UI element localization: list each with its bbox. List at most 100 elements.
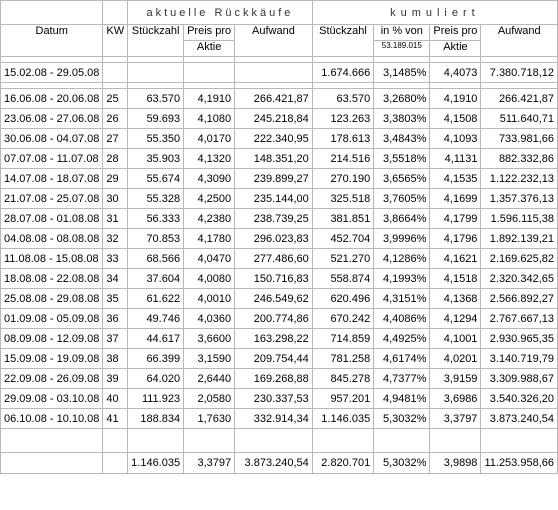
row-stueck: 56.333 bbox=[127, 208, 185, 229]
row-cum-aufwand: 2.767.667,13 bbox=[480, 308, 558, 329]
row-cum-pct: 3,5518% bbox=[373, 148, 431, 169]
row-kw: 39 bbox=[102, 368, 129, 389]
table-row: 30.06.08 - 04.07.08 27 55.350 4,0170 222.340… bbox=[0, 128, 558, 149]
row-datum: 15.09.08 - 19.09.08 bbox=[0, 348, 104, 369]
row-aufwand: 169.268,88 bbox=[234, 368, 313, 389]
row-preis: 4,3090 bbox=[183, 168, 236, 189]
row-stueck: 66.399 bbox=[127, 348, 185, 369]
row-cum-preis: 3,9159 bbox=[429, 368, 482, 389]
row-cum-aufwand: 1.357.376,13 bbox=[480, 188, 558, 209]
row-cum-pct: 4,1993% bbox=[373, 268, 431, 289]
row-cum-stueck: 558.874 bbox=[311, 268, 375, 289]
row-cum-aufwand: 3.873.240,54 bbox=[480, 408, 558, 429]
col-header-in-pct-von: in % von bbox=[373, 24, 431, 41]
row-datum: 06.10.08 - 10.10.08 bbox=[0, 408, 104, 429]
col-header-stueckzahl: Stückzahl bbox=[127, 24, 185, 57]
row-cum-stueck: 670.242 bbox=[311, 308, 375, 329]
row-preis: 4,0470 bbox=[183, 248, 236, 269]
row-aufwand: 246.549,62 bbox=[234, 288, 313, 309]
row-cum-preis: 4,1796 bbox=[429, 228, 482, 249]
opening-datum: 15.02.08 - 29.05.08 bbox=[0, 62, 104, 83]
row-kw: 41 bbox=[102, 408, 129, 429]
col-header-cum-stueckzahl: Stückzahl bbox=[311, 24, 375, 57]
row-aufwand: 277.486,60 bbox=[234, 248, 313, 269]
row-kw: 29 bbox=[102, 168, 129, 189]
row-cum-aufwand: 3.309.988,67 bbox=[480, 368, 558, 389]
table-row: 18.08.08 - 22.08.08 34 37.604 4,0080 150.716… bbox=[0, 268, 558, 289]
row-cum-preis: 4,1093 bbox=[429, 128, 482, 149]
row-stueck: 61.622 bbox=[127, 288, 185, 309]
row-cum-preis: 4,1508 bbox=[429, 108, 482, 129]
row-kw: 27 bbox=[102, 128, 129, 149]
row-cum-pct: 3,6565% bbox=[373, 168, 431, 189]
col-header-cum-aktie: Aktie bbox=[429, 40, 482, 57]
row-cum-aufwand: 882.332,86 bbox=[480, 148, 558, 169]
row-preis: 1,7630 bbox=[183, 408, 236, 429]
table-row: 08.09.08 - 12.09.08 37 44.617 3,6600 163.298… bbox=[0, 328, 558, 349]
row-cum-pct: 4,1286% bbox=[373, 248, 431, 269]
row-cum-pct: 4,3151% bbox=[373, 288, 431, 309]
row-cum-preis: 4,1621 bbox=[429, 248, 482, 269]
row-cum-stueck: 452.704 bbox=[311, 228, 375, 249]
table-row: 23.06.08 - 27.06.08 26 59.693 4,1080 245.218… bbox=[0, 108, 558, 129]
row-cum-pct: 3,7605% bbox=[373, 188, 431, 209]
row-stueck: 59.693 bbox=[127, 108, 185, 129]
totals-row: 1.146.035 3,3797 3.873.240,54 2.820.701 … bbox=[0, 452, 558, 474]
row-cum-pct: 3,4843% bbox=[373, 128, 431, 149]
spacer-cell bbox=[127, 428, 185, 453]
opening-aufwand bbox=[234, 62, 313, 83]
row-cum-aufwand: 511.640,71 bbox=[480, 108, 558, 129]
row-cum-stueck: 214.516 bbox=[311, 148, 375, 169]
row-cum-stueck: 620.496 bbox=[311, 288, 375, 309]
row-cum-stueck: 845.278 bbox=[311, 368, 375, 389]
row-stueck: 68.566 bbox=[127, 248, 185, 269]
table-row: 11.08.08 - 15.08.08 33 68.566 4,0470 277.486… bbox=[0, 248, 558, 269]
table-row: 25.08.08 - 29.08.08 35 61.622 4,0010 246.549… bbox=[0, 288, 558, 309]
table-row: 22.09.08 - 26.09.08 39 64.020 2,6440 169.268… bbox=[0, 368, 558, 389]
row-stueck: 55.328 bbox=[127, 188, 185, 209]
row-datum: 11.08.08 - 15.08.08 bbox=[0, 248, 104, 269]
totals-kw bbox=[102, 452, 129, 474]
row-datum: 16.06.08 - 20.06.08 bbox=[0, 88, 104, 109]
table-row: 04.08.08 - 08.08.08 32 70.853 4,1780 296.023… bbox=[0, 228, 558, 249]
opening-row: 15.02.08 - 29.05.08 1.674.666 3,1485% 4,… bbox=[0, 62, 558, 83]
totals-cum-stueck: 2.820.701 bbox=[311, 452, 375, 474]
row-aufwand: 235.144,00 bbox=[234, 188, 313, 209]
row-datum: 07.07.08 - 11.07.08 bbox=[0, 148, 104, 169]
row-cum-stueck: 957.201 bbox=[311, 388, 375, 409]
opening-cum-pct: 3,1485% bbox=[373, 62, 431, 83]
row-kw: 40 bbox=[102, 388, 129, 409]
spacer-cell bbox=[183, 428, 236, 453]
row-cum-aufwand: 2.169.625,82 bbox=[480, 248, 558, 269]
col-header-cum-preis-pro: Preis pro bbox=[429, 24, 482, 41]
row-cum-preis: 4,1131 bbox=[429, 148, 482, 169]
row-datum: 30.06.08 - 04.07.08 bbox=[0, 128, 104, 149]
row-aufwand: 332.914,34 bbox=[234, 408, 313, 429]
row-stueck: 37.604 bbox=[127, 268, 185, 289]
row-cum-preis: 4,0201 bbox=[429, 348, 482, 369]
row-kw: 38 bbox=[102, 348, 129, 369]
row-stueck: 188.834 bbox=[127, 408, 185, 429]
row-aufwand: 148.351,20 bbox=[234, 148, 313, 169]
opening-cum-stueck: 1.674.666 bbox=[311, 62, 375, 83]
row-aufwand: 150.716,83 bbox=[234, 268, 313, 289]
row-stueck: 64.020 bbox=[127, 368, 185, 389]
row-preis: 4,0080 bbox=[183, 268, 236, 289]
row-preis: 4,2380 bbox=[183, 208, 236, 229]
table-row: 06.10.08 - 10.10.08 41 188.834 1,7630 332.91… bbox=[0, 408, 558, 429]
row-cum-pct: 5,3032% bbox=[373, 408, 431, 429]
row-preis: 4,2500 bbox=[183, 188, 236, 209]
table-row: 14.07.08 - 18.07.08 29 55.674 4,3090 239.899… bbox=[0, 168, 558, 189]
row-preis: 3,6600 bbox=[183, 328, 236, 349]
row-datum: 22.09.08 - 26.09.08 bbox=[0, 368, 104, 389]
row-cum-pct: 3,9996% bbox=[373, 228, 431, 249]
totals-cum-preis: 3,9898 bbox=[429, 452, 482, 474]
table-row: 16.06.08 - 20.06.08 25 63.570 4,1910 266.421… bbox=[0, 88, 558, 109]
row-cum-pct: 3,2680% bbox=[373, 88, 431, 109]
spacer-cell bbox=[480, 428, 558, 453]
row-preis: 4,1780 bbox=[183, 228, 236, 249]
spacer-cell bbox=[102, 428, 129, 453]
row-cum-preis: 4,1368 bbox=[429, 288, 482, 309]
row-cum-pct: 4,7377% bbox=[373, 368, 431, 389]
table-row: 28.07.08 - 01.08.08 31 56.333 4,2380 238.739… bbox=[0, 208, 558, 229]
